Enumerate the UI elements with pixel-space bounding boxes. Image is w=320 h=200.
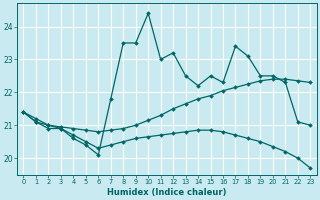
X-axis label: Humidex (Indice chaleur): Humidex (Indice chaleur): [107, 188, 227, 197]
